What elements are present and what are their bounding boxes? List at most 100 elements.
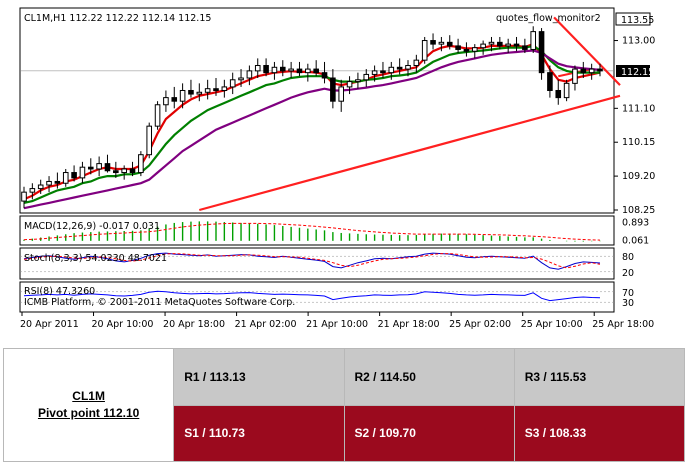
candle-body — [54, 180, 61, 184]
candle-body — [204, 88, 211, 93]
candle-body — [129, 168, 136, 174]
candle-body — [355, 79, 361, 83]
x-tick-label: 20 Apr 10:00 — [92, 319, 154, 330]
candle-body — [330, 77, 336, 102]
x-tick-label: 21 Apr 02:00 — [235, 319, 297, 330]
support-trendline — [199, 94, 621, 212]
candle-body — [87, 166, 94, 170]
candle-body — [163, 97, 169, 106]
candle-body — [71, 172, 77, 179]
macd-tick-label: 0.061 — [622, 235, 649, 246]
candle-body — [438, 41, 445, 45]
stoch-signal-line — [23, 253, 601, 269]
pivot-point: Pivot point 112.10 — [37, 406, 140, 420]
price-marker-top-box — [615, 12, 651, 26]
current-price-label: 112.15 — [621, 67, 654, 78]
candle-body — [530, 31, 537, 50]
macd-header: MACD(12,26,9) -0.017 0.031 — [24, 221, 160, 232]
candle-body — [238, 77, 244, 81]
candle-body — [513, 43, 520, 47]
candle-body — [179, 89, 186, 102]
candle-body — [405, 65, 411, 70]
x-tick-label: 20 Apr 18:00 — [163, 319, 225, 330]
pivot-table: CL1M Pivot point 112.10 R1 / 113.13 R2 /… — [2, 348, 686, 462]
candle-body — [221, 86, 228, 91]
candle-body — [430, 40, 436, 45]
r3-cell: R3 / 115.53 — [513, 348, 686, 406]
rsi-tick-label: 70 — [622, 288, 634, 299]
s3-cell: S3 / 108.33 — [513, 404, 686, 462]
price-marker-top: 113.55 — [621, 15, 654, 26]
candle-body — [79, 166, 86, 179]
candle-body — [37, 184, 44, 190]
candle-body — [271, 66, 278, 74]
instrument-cell: CL1M Pivot point 112.10 — [2, 348, 175, 462]
candle-body — [522, 45, 528, 50]
candle-body — [296, 68, 303, 74]
indicator-label: quotes_flow_monitor2 — [496, 13, 601, 24]
candle-body — [246, 70, 253, 79]
stoch-tick-label: 80 — [622, 252, 634, 263]
candle-body — [380, 70, 386, 74]
resistance-trendline — [553, 16, 621, 86]
rsi-line — [23, 290, 601, 302]
candle-body — [338, 86, 345, 102]
candle-body — [213, 88, 219, 91]
price-panel — [19, 7, 615, 214]
x-tick-label: 20 Apr 2011 — [20, 319, 79, 330]
candle-body — [547, 72, 553, 91]
macd-panel — [19, 215, 615, 246]
candle-body — [305, 68, 311, 74]
macd-signal-line — [23, 222, 601, 241]
x-tick-label: 25 Apr 10:00 — [521, 319, 583, 330]
candle-body — [388, 66, 395, 74]
candle-body — [488, 41, 495, 45]
x-tick-label: 25 Apr 18:00 — [592, 319, 654, 330]
candle-body — [597, 68, 603, 72]
candle-body — [455, 45, 461, 50]
candle-body — [471, 47, 478, 52]
candle-body — [279, 66, 286, 72]
stoch-header: Stoch(8,3,3) 54.0230 48.7021 — [24, 253, 167, 264]
candle-body — [96, 163, 102, 170]
candle-body — [146, 125, 153, 156]
rsi-header: RSI(8) 47.3260 — [24, 286, 95, 297]
candle-body — [138, 154, 144, 174]
instrument-name: CL1M — [72, 389, 105, 403]
price-tick-label: 111.10 — [622, 103, 655, 114]
candle-body — [321, 72, 328, 79]
x-tick-label: 21 Apr 10:00 — [306, 319, 368, 330]
price-header: CL1M,H1 112.22 112.22 112.14 112.15 — [24, 13, 211, 24]
stoch-main-line — [23, 252, 601, 270]
candle-body — [196, 91, 203, 95]
candle-body — [46, 180, 52, 186]
candle-body — [505, 43, 511, 47]
price-tick-label: 108.25 — [622, 205, 655, 216]
candle-body — [463, 48, 470, 52]
candle-body — [363, 73, 370, 81]
candle-body — [538, 31, 545, 74]
stoch-panel — [19, 247, 615, 280]
candle-body — [588, 68, 595, 74]
candle-body — [480, 43, 486, 49]
candle-body — [62, 172, 69, 184]
candle-body — [313, 68, 319, 74]
candle-body — [171, 97, 178, 102]
current-price-box — [616, 65, 650, 77]
s2-cell: S2 / 109.70 — [343, 404, 515, 462]
candle-body — [104, 163, 111, 172]
candle-body — [371, 70, 378, 75]
candle-body — [229, 79, 236, 88]
candle-body — [21, 191, 27, 202]
stoch-tick-label: 20 — [622, 268, 634, 279]
price-tick-label: 110.15 — [622, 137, 655, 148]
candle-body — [288, 68, 294, 72]
rsi-panel — [19, 281, 615, 313]
candle-body — [572, 68, 578, 84]
candle-body — [555, 89, 562, 99]
rsi-tick-label: 30 — [622, 298, 634, 309]
candle-body — [346, 81, 353, 88]
x-tick-label: 25 Apr 02:00 — [449, 319, 511, 330]
candle-body — [421, 40, 428, 61]
macd-tick-label: 0.893 — [622, 217, 649, 228]
